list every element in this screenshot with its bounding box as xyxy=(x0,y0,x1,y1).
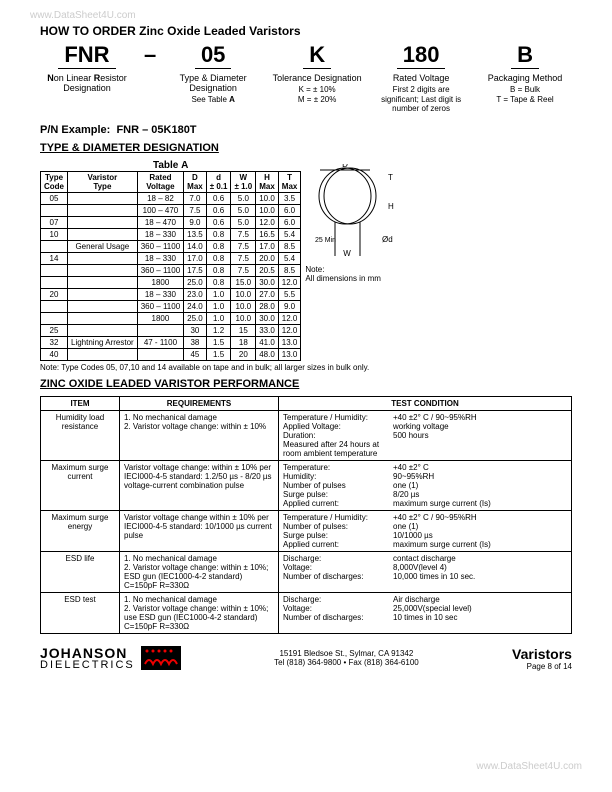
ord-code-2: K xyxy=(303,42,331,69)
table-row: 2018 – 33023.01.010.027.05.5 xyxy=(41,288,301,300)
perf-row: ESD test1. No mechanical damage2. Varist… xyxy=(41,592,572,633)
page-title: HOW TO ORDER Zinc Oxide Leaded Varistors xyxy=(40,24,572,38)
tableA: TypeCodeVaristorTypeRatedVoltageDMaxd± 0… xyxy=(40,171,301,361)
diagram-note: Note:All dimensions in mm xyxy=(305,265,415,283)
table-row: 360 – 110017.50.87.520.58.5 xyxy=(41,264,301,276)
ord-label-0: Non Linear ResistorDesignation xyxy=(40,73,134,93)
type-diameter-title: TYPE & DIAMETER DESIGNATION xyxy=(40,142,572,154)
ord-desc-3: First 2 digits are significant; Last dig… xyxy=(374,85,468,114)
tblA-header-cell: DMax xyxy=(184,171,207,192)
perf-row: Humidity load resistance1. No mechanical… xyxy=(41,410,572,460)
table-row: General Usage360 – 110014.00.87.517.08.5 xyxy=(41,240,301,252)
svg-text:W: W xyxy=(344,249,352,258)
footer-right: Varistors Page 8 of 14 xyxy=(512,646,572,671)
svg-text:25 Min: 25 Min xyxy=(315,237,336,244)
table-row: 40451.52048.013.0 xyxy=(41,348,301,360)
tblA-header-cell: d± 0.1 xyxy=(206,171,231,192)
ord-desc-1: See Table A xyxy=(166,95,260,105)
ord-dash: – xyxy=(144,42,156,114)
company-logo-text: JOHANSON DIELECTRICS xyxy=(40,646,135,671)
watermark-top: www.DataSheet4U.com xyxy=(30,10,136,21)
ord-label-3: Rated Voltage xyxy=(374,73,468,83)
table-row: 32Lightning Arrestor47 - 1100381.51841.0… xyxy=(41,336,301,348)
perf-row: Maximum surge energyVaristor voltage cha… xyxy=(41,510,572,551)
ord-desc-2: K = ± 10%M = ± 20% xyxy=(270,85,364,104)
ord-code-1: 05 xyxy=(195,42,231,69)
ord-desc-4: B = BulkT = Tape & Reel xyxy=(478,85,572,104)
perf-h-req: REQUIREMENTS xyxy=(120,396,279,410)
ordering-row: FNR Non Linear ResistorDesignation – 05 … xyxy=(40,42,572,114)
svg-text:D: D xyxy=(342,164,348,169)
tblA-header-cell: VaristorType xyxy=(68,171,138,192)
ord-code-0: FNR xyxy=(58,42,115,69)
varistor-diagram: D T H Ød W 25 Min Note:All dimensions in… xyxy=(301,160,419,298)
tableA-note: Note: Type Codes 05, 07,10 and 14 availa… xyxy=(40,363,572,372)
table-row: 0518 – 827.00.65.010.03.5 xyxy=(41,192,301,204)
perf-row: Maximum surge currentVaristor voltage ch… xyxy=(41,460,572,510)
perf-h-tc: TEST CONDITION xyxy=(279,396,572,410)
perf-h-item: ITEM xyxy=(41,396,120,410)
ord-code-4: B xyxy=(511,42,539,69)
company-logo-icon xyxy=(141,646,181,670)
perf-table: ITEM REQUIREMENTS TEST CONDITION Humidit… xyxy=(40,396,572,634)
ord-label-4: Packaging Method xyxy=(478,73,572,83)
table-row: 25301.21533.012.0 xyxy=(41,324,301,336)
tblA-header-cell: TMax xyxy=(278,171,301,192)
watermark-bottom: www.DataSheet4U.com xyxy=(476,761,582,772)
tblA-header-cell: RatedVoltage xyxy=(137,171,183,192)
table-row: 360 – 110024.01.010.028.09.0 xyxy=(41,300,301,312)
ord-label-2: Tolerance Designation xyxy=(270,73,364,83)
svg-text:Ød: Ød xyxy=(382,235,393,244)
perf-title: ZINC OXIDE LEADED VARISTOR PERFORMANCE xyxy=(40,378,572,390)
ord-code-3: 180 xyxy=(397,42,446,69)
tblA-header-cell: W± 1.0 xyxy=(231,171,256,192)
pn-example: P/N Example: FNR – 05K180T xyxy=(40,124,572,136)
ord-label-1: Type & Diameter Designation xyxy=(166,73,260,93)
table-row: 1418 – 33017.00.87.520.05.4 xyxy=(41,252,301,264)
table-row: 180025.00.815.030.012.0 xyxy=(41,276,301,288)
tableA-caption: Table A xyxy=(40,160,301,171)
footer: JOHANSON DIELECTRICS 15191 Bledsoe St., … xyxy=(40,646,572,671)
table-row: 1018 – 33013.50.87.516.55.4 xyxy=(41,228,301,240)
tblA-header-cell: HMax xyxy=(256,171,279,192)
footer-address: 15191 Bledsoe St., Sylmar, CA 91342 Tel … xyxy=(274,649,419,667)
svg-text:T: T xyxy=(388,173,393,182)
tblA-header-cell: TypeCode xyxy=(41,171,68,192)
svg-text:H: H xyxy=(388,202,394,211)
table-row: 180025.01.010.030.012.0 xyxy=(41,312,301,324)
table-row: 0718 – 4709.00.65.012.06.0 xyxy=(41,216,301,228)
table-row: 100 – 4707.50.65.010.06.0 xyxy=(41,204,301,216)
perf-row: ESD life1. No mechanical damage2. Varist… xyxy=(41,551,572,592)
